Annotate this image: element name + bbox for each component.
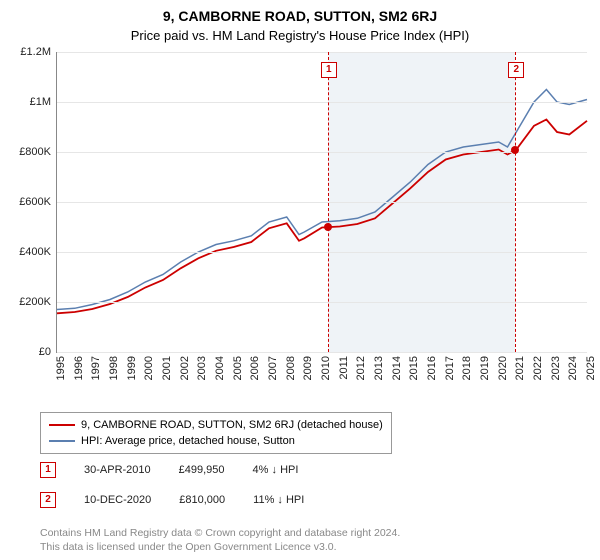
legend-swatch-hpi	[49, 440, 75, 442]
series-subject	[57, 120, 587, 314]
down-arrow-icon: ↓	[277, 494, 283, 506]
legend-row-subject: 9, CAMBORNE ROAD, SUTTON, SM2 6RJ (detac…	[49, 417, 383, 433]
sale-date-2: 10-DEC-2020	[84, 494, 151, 506]
sale-diff-1: 4% ↓ HPI	[253, 464, 299, 476]
price-chart: £0£200K£400K£600K£800K£1M£1.2M1995199619…	[56, 52, 587, 353]
footer-line-1: Contains HM Land Registry data © Crown c…	[40, 526, 400, 540]
sale-row-2: 2 10-DEC-2020 £810,000 11% ↓ HPI	[40, 492, 304, 508]
sale-price-1: £499,950	[179, 464, 225, 476]
marker-dot	[324, 223, 332, 231]
down-arrow-icon: ↓	[272, 464, 278, 476]
legend-swatch-subject	[49, 424, 75, 426]
marker-line	[328, 52, 329, 352]
legend-box: 9, CAMBORNE ROAD, SUTTON, SM2 6RJ (detac…	[40, 412, 392, 454]
sale-marker-1: 1	[40, 462, 56, 478]
y-axis-label: £400K	[9, 246, 51, 258]
sale-diff-2: 11% ↓ HPI	[253, 494, 304, 506]
marker-box: 2	[508, 62, 524, 78]
y-axis-label: £600K	[9, 196, 51, 208]
sale-marker-2: 2	[40, 492, 56, 508]
marker-dot	[511, 146, 519, 154]
y-axis-label: £0	[9, 346, 51, 358]
page-subtitle: Price paid vs. HM Land Registry's House …	[0, 24, 600, 47]
y-axis-label: £200K	[9, 296, 51, 308]
sale-row-1: 1 30-APR-2010 £499,950 4% ↓ HPI	[40, 462, 298, 478]
sale-price-2: £810,000	[179, 494, 225, 506]
y-axis-label: £1.2M	[9, 46, 51, 58]
series-hpi	[57, 90, 587, 310]
y-axis-label: £800K	[9, 146, 51, 158]
legend-label-hpi: HPI: Average price, detached house, Sutt…	[81, 435, 295, 447]
page-title: 9, CAMBORNE ROAD, SUTTON, SM2 6RJ	[0, 0, 600, 24]
sale-date-1: 30-APR-2010	[84, 464, 151, 476]
y-axis-label: £1M	[9, 96, 51, 108]
legend-label-subject: 9, CAMBORNE ROAD, SUTTON, SM2 6RJ (detac…	[81, 419, 383, 431]
marker-line	[515, 52, 516, 352]
footer-line-2: This data is licensed under the Open Gov…	[40, 540, 400, 554]
footer-attribution: Contains HM Land Registry data © Crown c…	[40, 526, 400, 554]
marker-box: 1	[321, 62, 337, 78]
legend-row-hpi: HPI: Average price, detached house, Sutt…	[49, 433, 383, 449]
